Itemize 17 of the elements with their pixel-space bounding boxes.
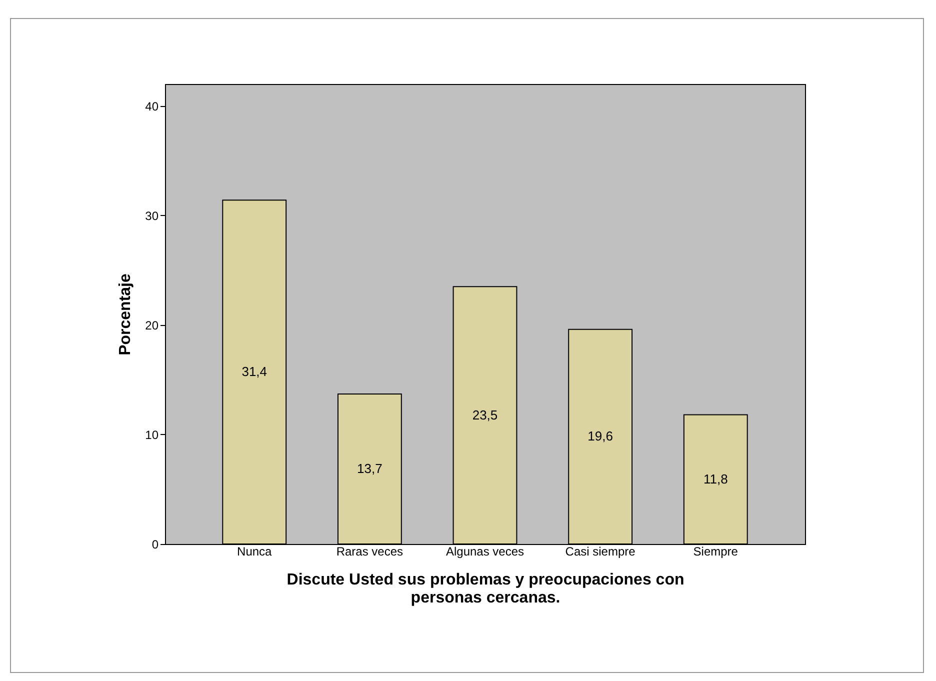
data-label: 11,8 — [703, 471, 728, 486]
x-tick-label: Raras veces — [336, 544, 404, 558]
y-axis-title: Porcentaje — [117, 273, 134, 356]
x-tick-label: Nunca — [237, 544, 272, 558]
data-label: 23,5 — [472, 407, 498, 422]
y-tick-label: 10 — [145, 428, 159, 442]
data-label: 31,4 — [242, 364, 268, 380]
data-label: 13,7 — [357, 460, 382, 476]
y-tick-label: 0 — [152, 538, 159, 552]
y-tick-label: 30 — [145, 208, 159, 223]
y-tick-label: 40 — [145, 99, 159, 114]
y-tick-label: 20 — [145, 318, 159, 332]
data-label: 19,6 — [588, 428, 613, 444]
x-tick-label: Algunas veces — [446, 544, 524, 558]
x-axis-title: Discute Usted sus problemas y preocupaciones con personas cercanas. — [286, 572, 684, 606]
x-tick-label: Casi siempre — [565, 544, 636, 558]
x-tick-label: Siempre — [693, 544, 738, 558]
